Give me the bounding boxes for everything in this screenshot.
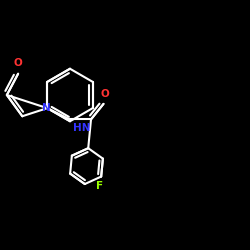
Text: F: F [96,181,104,191]
Text: O: O [100,89,109,99]
Text: HN: HN [73,124,91,134]
Text: O: O [14,58,22,68]
Text: N: N [42,103,50,113]
